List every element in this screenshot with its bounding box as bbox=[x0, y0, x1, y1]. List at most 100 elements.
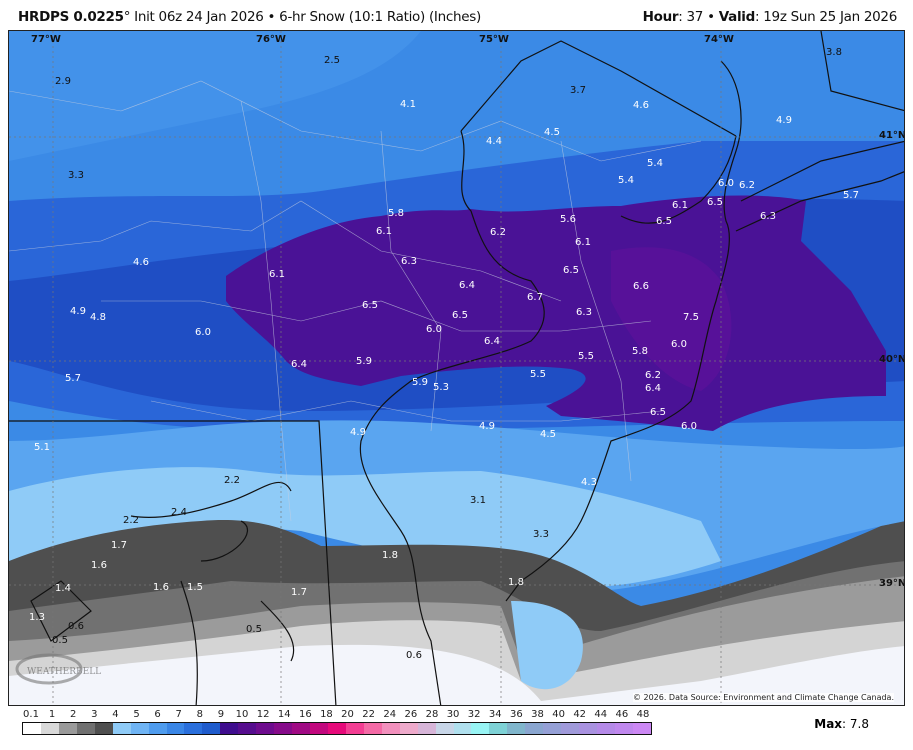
snow-value-label: 6.7 bbox=[527, 292, 543, 303]
snow-value-label: 6.1 bbox=[269, 269, 285, 280]
colorbar-swatch bbox=[94, 723, 113, 734]
snow-value-label: 6.4 bbox=[645, 383, 661, 394]
snow-value-label: 1.7 bbox=[291, 587, 307, 598]
longitude-label: 76°W bbox=[256, 34, 286, 45]
snow-value-label: 5.8 bbox=[632, 346, 648, 357]
colorbar-tick: 42 bbox=[573, 709, 587, 720]
colorbar-tick: 16 bbox=[298, 709, 312, 720]
snow-value-label: 6.2 bbox=[645, 370, 661, 381]
valid-time: Hour: 37 • Valid: 19z Sun 25 Jan 2026 bbox=[642, 9, 898, 25]
snow-value-label: 1.6 bbox=[153, 582, 169, 593]
colorbar-tick: 5 bbox=[133, 709, 140, 720]
latitude-label: 41°N bbox=[879, 130, 905, 141]
colorbar-swatch bbox=[327, 723, 346, 734]
snow-value-label: 4.3 bbox=[581, 477, 597, 488]
colorbar-swatch bbox=[40, 723, 59, 734]
colorbar-tick: 18 bbox=[320, 709, 333, 720]
colorbar-tick: 24 bbox=[383, 709, 397, 720]
snow-value-label: 5.3 bbox=[433, 382, 449, 393]
colorbar-swatch bbox=[507, 723, 526, 734]
colorbar-swatch bbox=[579, 723, 597, 734]
snow-value-label: 7.5 bbox=[683, 312, 699, 323]
colorbar-swatch bbox=[76, 723, 95, 734]
snow-value-label: 5.9 bbox=[412, 377, 428, 388]
snow-value-label: 3.1 bbox=[470, 495, 486, 506]
snow-value-label: 4.5 bbox=[544, 127, 560, 138]
colorbar-tick: 0.1 bbox=[23, 709, 39, 720]
colorbar-tick: 9 bbox=[217, 709, 225, 720]
colorbar-swatch bbox=[471, 723, 490, 734]
snow-value-label: 6.4 bbox=[459, 280, 475, 291]
colorbar-swatch bbox=[292, 723, 310, 734]
colorbar-swatch bbox=[489, 723, 508, 734]
snow-value-label: 1.4 bbox=[55, 583, 71, 594]
snow-value-label: 6.5 bbox=[452, 310, 468, 321]
snow-value-label: 5.7 bbox=[65, 373, 81, 384]
colorbar-swatch bbox=[453, 723, 472, 734]
snow-value-label: 1.8 bbox=[382, 550, 398, 561]
colorbar-tick: 40 bbox=[552, 709, 565, 720]
colorbar-swatch bbox=[130, 723, 149, 734]
snow-value-label: 4.9 bbox=[479, 421, 495, 432]
snow-value-label: 0.6 bbox=[68, 621, 84, 632]
snow-value-label: 5.1 bbox=[34, 442, 50, 453]
snow-value-label: 1.3 bbox=[29, 612, 45, 623]
colorbar-tick: 22 bbox=[362, 709, 376, 720]
map-title: HRDPS 0.0225° Init 06z 24 Jan 2026 • 6-h… bbox=[18, 9, 481, 25]
colorbar-tick: 1 bbox=[48, 709, 56, 720]
colorbar-tick: 46 bbox=[615, 709, 629, 720]
snow-value-label: 3.3 bbox=[533, 529, 549, 540]
colorbar-swatch bbox=[399, 723, 418, 734]
colorbar-tick: 20 bbox=[341, 709, 354, 720]
snow-value-label: 1.8 bbox=[508, 577, 524, 588]
colorbar-swatch bbox=[220, 723, 239, 734]
colorbar-tick: 8 bbox=[196, 709, 203, 720]
snow-value-label: 6.0 bbox=[195, 327, 211, 338]
snow-value-label: 4.5 bbox=[540, 429, 556, 440]
colorbar-tick: 26 bbox=[404, 709, 418, 720]
snow-value-label: 2.5 bbox=[324, 55, 340, 66]
latitude-label: 39°N bbox=[879, 578, 905, 589]
colorbar-swatch bbox=[345, 723, 364, 734]
snow-value-label: 0.5 bbox=[52, 635, 68, 646]
snow-value-label: 5.5 bbox=[578, 351, 594, 362]
snow-value-label: 6.1 bbox=[575, 237, 591, 248]
snow-value-label: 3.7 bbox=[570, 85, 586, 96]
snow-value-label: 6.0 bbox=[681, 421, 697, 432]
colorbar-tick: 30 bbox=[446, 709, 460, 720]
snow-value-label: 6.5 bbox=[707, 197, 723, 208]
colorbar-tick: 48 bbox=[636, 709, 650, 720]
snow-value-label: 5.5 bbox=[530, 369, 546, 380]
colorbar-swatch bbox=[184, 723, 203, 734]
colorbar-swatch bbox=[238, 723, 257, 734]
colorbar-swatch bbox=[381, 723, 400, 734]
snow-value-label: 6.6 bbox=[633, 281, 649, 292]
colorbar-tick: 10 bbox=[235, 709, 249, 720]
colorbar-tick: 6 bbox=[154, 709, 161, 720]
snow-value-label: 1.7 bbox=[111, 540, 127, 551]
snow-value-label: 6.0 bbox=[718, 178, 734, 189]
colorbar-tick: 34 bbox=[488, 709, 502, 720]
svg-text:WEATHERBELL: WEATHERBELL bbox=[27, 667, 101, 677]
colorbar-swatch bbox=[525, 723, 544, 734]
colorbar-swatch bbox=[274, 723, 293, 734]
snow-value-label: 6.5 bbox=[656, 216, 672, 227]
snow-value-label: 6.3 bbox=[401, 256, 417, 267]
snowfall-map: 77°W 76°W 75°W 74°W 41°N 40°N 39°N 2.9 2.5 4.1 3.… bbox=[8, 30, 905, 706]
snow-value-label: 0.6 bbox=[406, 650, 422, 661]
snow-value-label: 6.0 bbox=[671, 339, 687, 350]
colorbar bbox=[22, 722, 652, 735]
snow-value-label: 5.7 bbox=[843, 190, 859, 201]
colorbar-tick: 36 bbox=[510, 709, 523, 720]
weatherbell-logo: WEATHERBELL bbox=[15, 653, 101, 685]
colorbar-swatch bbox=[310, 723, 328, 734]
snow-value-label: 2.9 bbox=[55, 76, 71, 87]
colorbar-swatch bbox=[435, 723, 454, 734]
colorbar-swatch bbox=[166, 723, 185, 734]
snow-value-label: 4.9 bbox=[350, 427, 366, 438]
snow-value-label: 4.8 bbox=[90, 312, 106, 323]
snow-value-label: 5.6 bbox=[560, 214, 576, 225]
latitude-label: 40°N bbox=[879, 354, 905, 365]
colorbar-swatch bbox=[363, 723, 382, 734]
colorbar-tick: 7 bbox=[175, 709, 182, 720]
